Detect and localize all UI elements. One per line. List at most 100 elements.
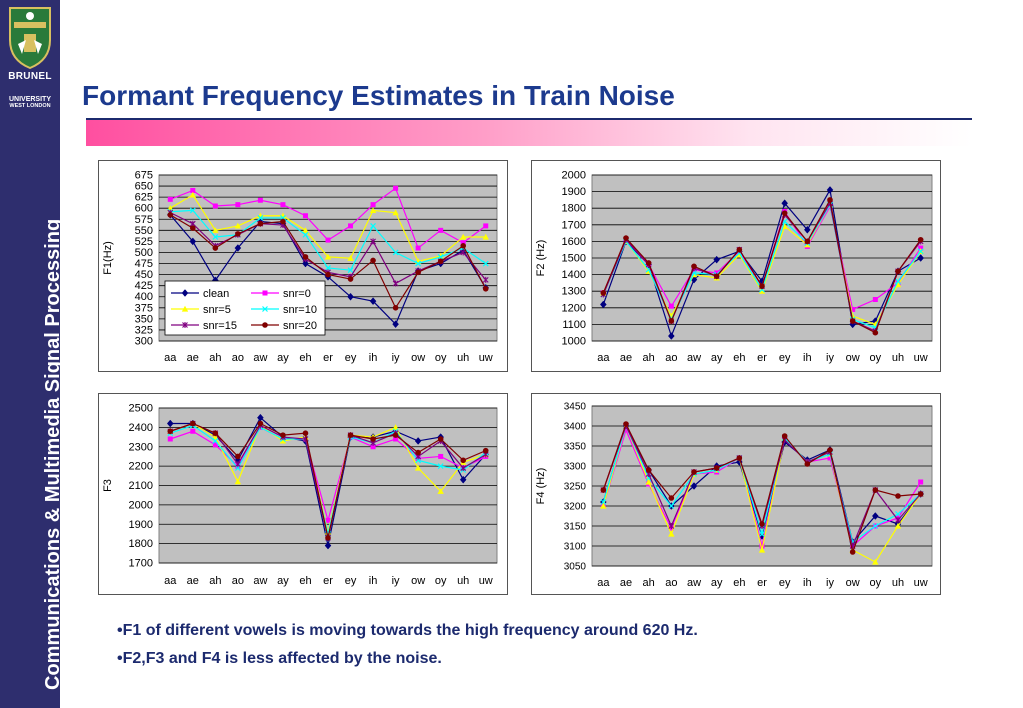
data-point: [759, 283, 765, 290]
data-point: [347, 432, 354, 438]
legend-label: snr=0: [283, 288, 311, 300]
data-point: [918, 245, 924, 251]
data-point: [758, 546, 766, 553]
legend-marker: [182, 322, 188, 328]
y-axis-label: F1(Hz): [102, 241, 114, 275]
y-tick-label: 2400: [129, 422, 153, 434]
data-point: [713, 273, 720, 280]
data-point: [482, 260, 489, 267]
data-point: [895, 517, 901, 523]
x-tick-label: ao: [665, 352, 677, 364]
data-point: [691, 469, 697, 475]
data-point: [415, 245, 421, 251]
data-point: [600, 290, 607, 296]
x-tick-label: er: [757, 577, 767, 589]
legend-box: [164, 280, 326, 336]
data-point: [482, 285, 489, 292]
data-point: [257, 220, 264, 227]
data-point: [690, 482, 698, 490]
data-point: [438, 453, 444, 459]
legend-label: snr=10: [283, 304, 317, 316]
data-point: [895, 278, 901, 285]
x-tick-label: aw: [253, 575, 267, 587]
y-tick-label: 375: [135, 302, 153, 314]
x-tick-label: ih: [369, 575, 378, 587]
page-title: Formant Frequency Estimates in Train Noi…: [82, 80, 675, 111]
data-point: [736, 455, 743, 461]
data-point: [212, 438, 219, 444]
y-axis-label: F2 (Hz): [535, 240, 547, 277]
data-point: [166, 419, 174, 428]
data-point: [623, 235, 629, 241]
y-tick-label: 325: [135, 324, 153, 336]
bullet-list: •F1 of different vowels is moving toward…: [117, 622, 698, 678]
data-point: [234, 461, 241, 468]
x-tick-label: oy: [870, 352, 882, 364]
data-point: [918, 479, 924, 485]
x-tick-label: uh: [892, 352, 904, 364]
x-tick-label: iy: [392, 352, 400, 364]
data-point: [392, 280, 399, 287]
data-point: [437, 436, 444, 442]
data-point: [849, 549, 856, 555]
data-point: [917, 254, 924, 262]
x-tick-label: ow: [411, 575, 425, 587]
data-point: [370, 238, 376, 245]
data-point: [600, 300, 607, 309]
legend-label: snr=20: [283, 320, 317, 332]
x-tick-label: ow: [846, 352, 860, 364]
data-point: [437, 463, 444, 470]
data-point: [347, 267, 354, 274]
y-tick-label: 525: [135, 236, 153, 248]
data-point: [302, 213, 308, 219]
data-point: [714, 270, 720, 276]
x-tick-label: uw: [914, 352, 928, 364]
y-tick-label: 400: [135, 291, 153, 303]
y-tick-label: 3050: [564, 562, 587, 573]
data-point: [280, 202, 286, 208]
data-point: [167, 212, 174, 218]
x-tick-label: oy: [870, 577, 882, 589]
data-point: [393, 436, 399, 442]
series-snr20: [167, 212, 489, 311]
y-axis-label: F3: [102, 479, 114, 492]
y-tick-label: 450: [135, 269, 153, 281]
y-tick-label: 3400: [564, 422, 587, 433]
data-point: [414, 437, 422, 445]
data-point: [759, 543, 765, 549]
data-point: [894, 522, 902, 529]
x-tick-label: er: [757, 352, 767, 364]
y-tick-label: 300: [135, 336, 153, 348]
series-snr20: [600, 197, 924, 336]
university-word: UNIVERSITY: [8, 96, 51, 103]
university-location: WEST LONDON: [9, 103, 51, 109]
y-tick-label: 1300: [562, 286, 586, 298]
x-tick-label: ae: [187, 575, 199, 587]
data-point: [668, 332, 675, 340]
y-tick-label: 1800: [562, 203, 586, 215]
data-point: [392, 209, 399, 216]
data-point: [370, 202, 376, 208]
data-point: [826, 186, 834, 194]
x-tick-label: oy: [435, 352, 447, 364]
y-axis-label: F4 (Hz): [535, 468, 547, 505]
data-point: [370, 436, 376, 442]
data-point: [212, 203, 218, 209]
data-point: [415, 260, 422, 267]
x-tick-label: eh: [299, 575, 311, 587]
chart-f3-panel: 1700 1800 1900 2000 2100 2200 2300 2400 2500 aa ae…: [98, 393, 508, 595]
data-point: [668, 503, 675, 509]
data-point: [257, 197, 263, 203]
data-point: [623, 427, 629, 433]
legend-label: clean: [203, 288, 229, 300]
data-point: [190, 428, 196, 434]
x-tick-label: ih: [803, 352, 812, 364]
data-point: [758, 288, 766, 294]
data-point: [736, 246, 743, 253]
data-point: [212, 227, 219, 233]
data-point: [668, 318, 675, 324]
data-point: [849, 318, 856, 324]
data-point: [460, 243, 467, 249]
x-tick-label: aa: [164, 352, 177, 364]
data-point: [645, 260, 652, 266]
